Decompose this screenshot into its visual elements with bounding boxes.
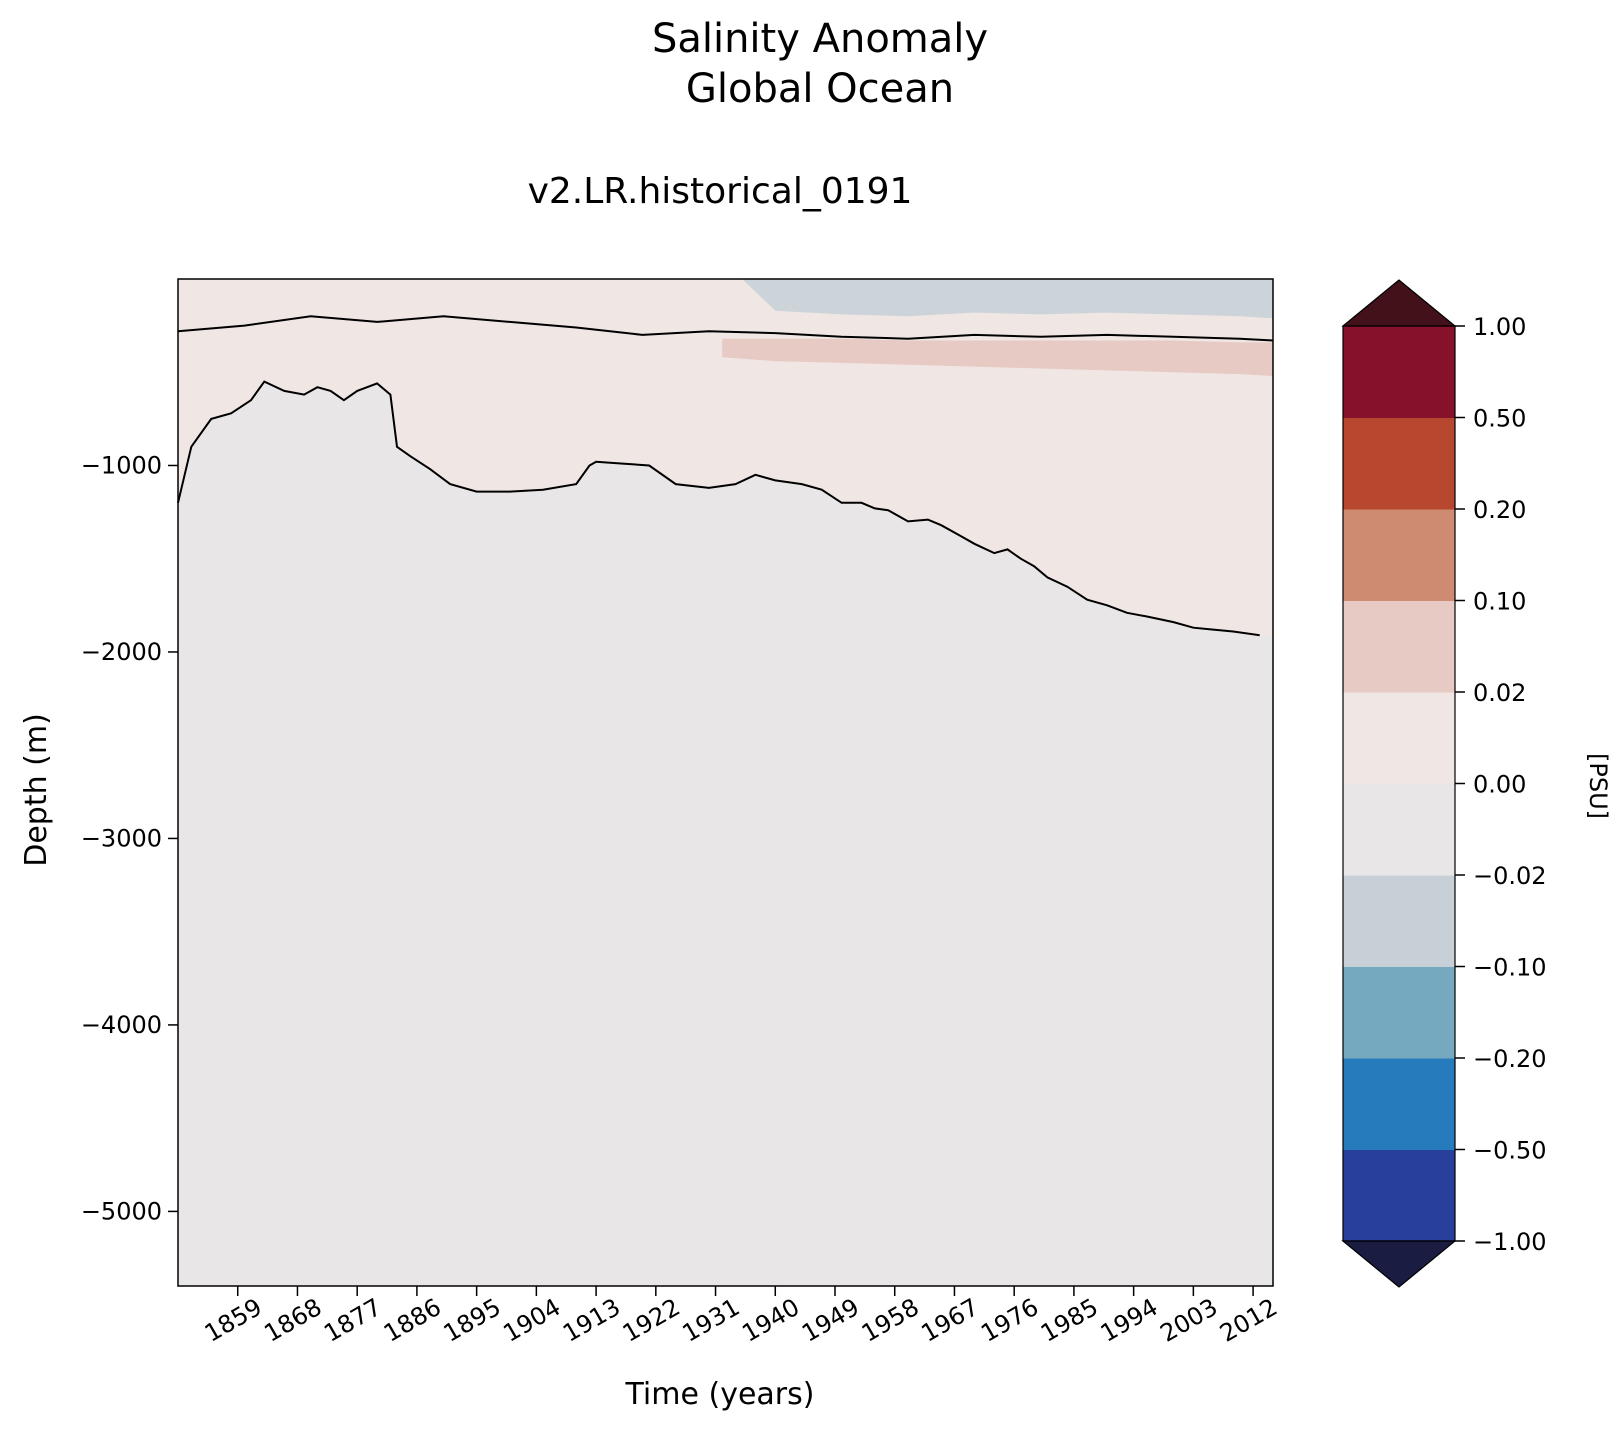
colorbar-tick-label: 1.00 — [1473, 313, 1526, 341]
colorbar-segment — [1343, 326, 1455, 418]
colorbar: −1.00 −0.50 −0.20 −0.10 −0.02 0.00 0.02 0.10 0.2… — [1341, 279, 1547, 1288]
anomaly-band-0.02-0.10 — [722, 338, 1273, 376]
y-tick-label: −1000 — [81, 451, 162, 479]
x-tick-label: 1994 — [1096, 1293, 1163, 1348]
y-tick-label: −3000 — [81, 824, 162, 852]
y-tick-label: −5000 — [81, 1197, 162, 1225]
plot-frame — [177, 278, 1274, 1287]
colorbar-under-triangle — [1341, 1240, 1457, 1288]
colorbar-tick-label: 0.00 — [1473, 771, 1526, 799]
x-tick-label: 2012 — [1215, 1293, 1282, 1348]
colorbar-segment — [1343, 1149, 1455, 1242]
x-tick-label: 1931 — [678, 1293, 745, 1348]
zero-contour-line — [177, 380, 1260, 637]
colorbar-tick-label: 0.02 — [1473, 679, 1526, 707]
shallow-zero-contour-line — [177, 315, 1274, 342]
colorbar-segment — [1343, 1058, 1455, 1150]
colorbar-tick-label: 0.10 — [1473, 588, 1526, 616]
negative-near-surface-region — [742, 279, 1273, 319]
colorbar-tick-label: −0.50 — [1473, 1137, 1547, 1165]
plot-area: 1859186818771886189519041913192219311940… — [81, 278, 1282, 1348]
colorbar-segment — [1343, 600, 1455, 693]
colorbar-segment — [1343, 417, 1455, 510]
x-tick-label: 1895 — [439, 1293, 506, 1348]
x-axis-label: Time (years) — [625, 1377, 815, 1412]
x-tick-label: 1967 — [917, 1293, 984, 1348]
x-tick-label: 2003 — [1155, 1293, 1222, 1348]
colorbar-tick-label: −0.20 — [1473, 1045, 1547, 1073]
x-tick-label: 1904 — [498, 1293, 565, 1348]
colorbar-segment — [1343, 783, 1455, 876]
positive-anomaly-region — [178, 279, 1273, 636]
y-tick-label: −2000 — [81, 638, 162, 666]
chart-title: Salinity Anomaly — [652, 16, 988, 62]
colorbar-segment — [1343, 875, 1455, 967]
colorbar-segment — [1343, 692, 1455, 784]
x-tick-label: 1958 — [857, 1293, 924, 1348]
colorbar-over-triangle — [1341, 279, 1457, 327]
x-tick-label: 1859 — [200, 1293, 267, 1348]
colorbar-segment — [1343, 509, 1455, 601]
y-tick-label: −4000 — [81, 1011, 162, 1039]
x-tick-label: 1886 — [379, 1293, 446, 1348]
x-tick-label: 1877 — [319, 1293, 386, 1348]
x-tick-label: 1940 — [737, 1293, 804, 1348]
x-tick-label: 1976 — [976, 1293, 1043, 1348]
x-tick-label: 1985 — [1036, 1293, 1103, 1348]
colorbar-segment — [1343, 966, 1455, 1059]
y-axis-label: Depth (m) — [19, 713, 54, 867]
colorbar-tick-label: −0.10 — [1473, 954, 1547, 982]
colorbar-tick-label: 0.50 — [1473, 405, 1526, 433]
colorbar-tick-label: −0.02 — [1473, 862, 1547, 890]
x-tick-label: 1949 — [797, 1293, 864, 1348]
colorbar-tick-label: −1.00 — [1473, 1228, 1547, 1256]
x-tick-label: 1922 — [618, 1293, 685, 1348]
chart-subtitle: v2.LR.historical_0191 — [528, 171, 913, 212]
chart-title-line2: Global Ocean — [686, 66, 954, 112]
x-tick-label: 1913 — [558, 1293, 625, 1348]
colorbar-label: [PSU] — [1584, 753, 1612, 819]
x-tick-label: 1868 — [260, 1293, 327, 1348]
colorbar-tick-label: 0.20 — [1473, 496, 1526, 524]
